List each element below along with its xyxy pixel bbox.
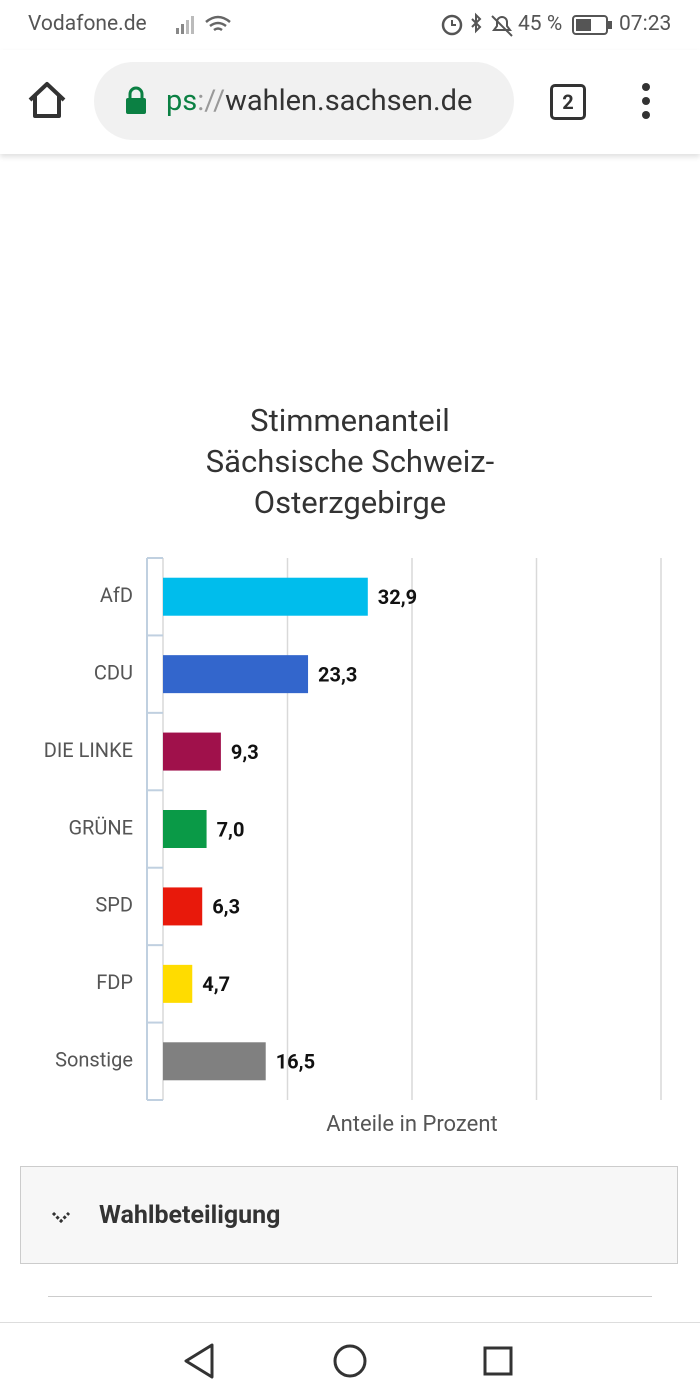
recents-button[interactable]: [483, 1346, 513, 1376]
data-label: 16,5: [276, 1050, 315, 1074]
home-button[interactable]: [26, 80, 68, 120]
battery-icon: [572, 15, 612, 35]
back-button[interactable]: [184, 1343, 214, 1379]
carrier: Vodafone.de: [28, 12, 147, 36]
x-axis-title: Anteile in Prozent: [326, 1112, 497, 1137]
data-label: 9,3: [231, 740, 259, 764]
y-tick-label: DIE LINKE: [44, 738, 133, 762]
chart: AfD 32,9 CDU 23,3 DIE LINKE 9,3 GRÜNE 7,0 SPD 6,3…: [44, 557, 662, 1137]
section-title: Wahlbeteiligung: [99, 1201, 281, 1230]
navigation-bar: [0, 1322, 700, 1400]
battery-level: 45 %: [518, 12, 563, 36]
expand-icon: [51, 1211, 71, 1223]
bar: [163, 964, 193, 1003]
system-icons: [441, 12, 513, 37]
y-tick-label: FDP: [96, 970, 133, 994]
clock: 07:23: [619, 12, 672, 36]
bar: [163, 1042, 266, 1081]
browser-toolbar: ps://wahlen.sachsen.de 2: [0, 50, 700, 154]
bar: [163, 655, 309, 694]
signal-icons: [176, 15, 231, 34]
url-separator: ://: [197, 84, 226, 118]
tab-switcher[interactable]: 2: [550, 84, 586, 120]
y-tick-label: Sonstige: [55, 1048, 133, 1072]
status-bar: Vodafone.de 45 % 07:23: [0, 0, 700, 50]
menu-button[interactable]: [636, 82, 656, 120]
url-host: wahlen.sachsen.de: [225, 84, 473, 118]
divider: [48, 1296, 652, 1297]
lock-icon: [126, 86, 146, 114]
data-label: 4,7: [202, 972, 230, 996]
data-label: 23,3: [318, 662, 357, 686]
y-tick-label: GRÜNE: [68, 815, 133, 839]
bar: [163, 887, 203, 926]
bar: [163, 732, 221, 771]
bar: [163, 810, 207, 848]
url: ps://wahlen.sachsen.de: [166, 84, 472, 118]
data-label: 7,0: [217, 817, 245, 841]
url-scheme: ps: [166, 84, 198, 118]
bar: [163, 577, 368, 616]
url-bar[interactable]: ps://wahlen.sachsen.de: [94, 62, 514, 140]
data-label: 6,3: [212, 895, 240, 919]
y-tick-label: CDU: [94, 660, 133, 684]
y-tick-label: AfD: [100, 583, 133, 607]
data-label: 32,9: [378, 585, 417, 609]
home-nav-button[interactable]: [333, 1344, 367, 1378]
y-tick-label: SPD: [95, 893, 133, 917]
accordion-section[interactable]: Wahlbeteiligung: [20, 1166, 678, 1264]
chart-title: Stimmenanteil Sächsische Schweiz-Osterzg…: [205, 402, 495, 521]
nav-buttons: [184, 1343, 513, 1379]
